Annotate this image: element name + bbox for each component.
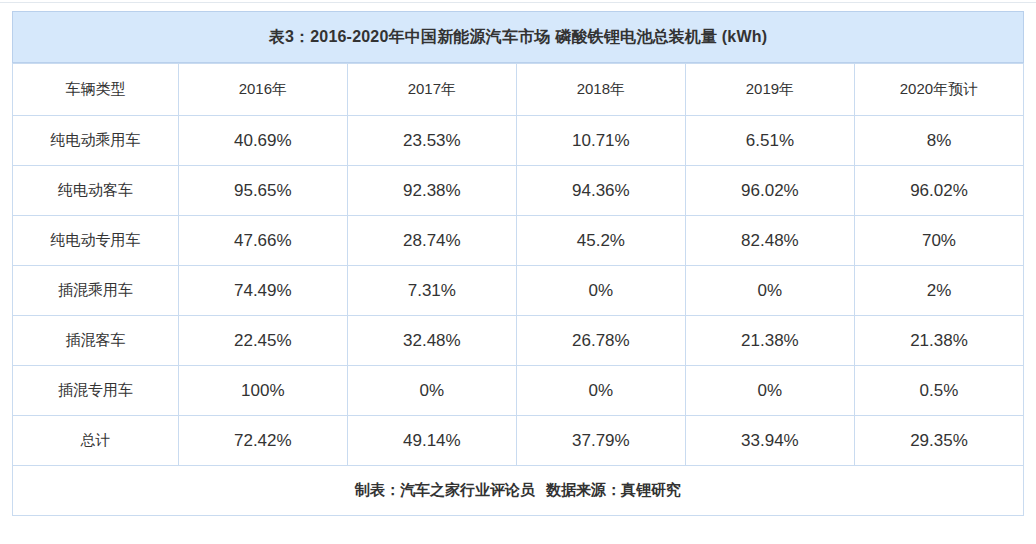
cell-value: 94.36%: [516, 166, 685, 216]
row-label: 纯电动乘用车: [13, 116, 179, 166]
table-row: 插混乘用车74.49%7.31%0%0%2%: [13, 266, 1024, 316]
cell-value: 45.2%: [516, 216, 685, 266]
row-label: 纯电动专用车: [13, 216, 179, 266]
col-header-2019年: 2019年: [685, 64, 854, 116]
cell-value: 0.5%: [854, 366, 1023, 416]
cell-value: 28.74%: [347, 216, 516, 266]
lfp-battery-share-table: 表3：2016-2020年中国新能源汽车市场 磷酸铁锂电池总装机量 (kWh) …: [12, 11, 1024, 516]
cell-value: 29.35%: [854, 416, 1023, 466]
table-row: 纯电动客车95.65%92.38%94.36%96.02%96.02%: [13, 166, 1024, 216]
footer-row: 制表：汽车之家行业评论员数据来源：真锂研究: [13, 466, 1024, 516]
header-row: 车辆类型2016年2017年2018年2019年2020年预计: [13, 64, 1024, 116]
cell-value: 40.69%: [178, 116, 347, 166]
col-header-2020年预计: 2020年预计: [854, 64, 1023, 116]
cell-value: 95.65%: [178, 166, 347, 216]
cell-value: 74.49%: [178, 266, 347, 316]
data-table: 车辆类型2016年2017年2018年2019年2020年预计 纯电动乘用车40…: [12, 63, 1024, 516]
col-header-2017年: 2017年: [347, 64, 516, 116]
cell-value: 0%: [516, 266, 685, 316]
cell-value: 70%: [854, 216, 1023, 266]
cell-value: 2%: [854, 266, 1023, 316]
cell-value: 47.66%: [178, 216, 347, 266]
cell-value: 0%: [685, 266, 854, 316]
cell-value: 32.48%: [347, 316, 516, 366]
table-row: 纯电动专用车47.66%28.74%45.2%82.48%70%: [13, 216, 1024, 266]
table-maker-text: 制表：汽车之家行业评论员: [355, 481, 535, 498]
cell-value: 22.45%: [178, 316, 347, 366]
cell-value: 0%: [685, 366, 854, 416]
row-label: 总计: [13, 416, 179, 466]
cell-value: 49.14%: [347, 416, 516, 466]
cell-value: 96.02%: [854, 166, 1023, 216]
table-title: 表3：2016-2020年中国新能源汽车市场 磷酸铁锂电池总装机量 (kWh): [12, 11, 1024, 63]
page-top-divider: [0, 2, 1036, 3]
cell-value: 37.79%: [516, 416, 685, 466]
cell-value: 6.51%: [685, 116, 854, 166]
cell-value: 33.94%: [685, 416, 854, 466]
table-row: 总计72.42%49.14%37.79%33.94%29.35%: [13, 416, 1024, 466]
cell-value: 82.48%: [685, 216, 854, 266]
col-header-2018年: 2018年: [516, 64, 685, 116]
cell-value: 96.02%: [685, 166, 854, 216]
table-footnote: 制表：汽车之家行业评论员数据来源：真锂研究: [13, 466, 1024, 516]
table-row: 插混客车22.45%32.48%26.78%21.38%21.38%: [13, 316, 1024, 366]
col-header-2016年: 2016年: [178, 64, 347, 116]
row-label: 纯电动客车: [13, 166, 179, 216]
cell-value: 0%: [516, 366, 685, 416]
cell-value: 92.38%: [347, 166, 516, 216]
row-label: 插混客车: [13, 316, 179, 366]
cell-value: 23.53%: [347, 116, 516, 166]
row-label: 插混乘用车: [13, 266, 179, 316]
table-row: 纯电动乘用车40.69%23.53%10.71%6.51%8%: [13, 116, 1024, 166]
cell-value: 8%: [854, 116, 1023, 166]
cell-value: 72.42%: [178, 416, 347, 466]
row-label: 插混专用车: [13, 366, 179, 416]
cell-value: 10.71%: [516, 116, 685, 166]
cell-value: 26.78%: [516, 316, 685, 366]
cell-value: 21.38%: [854, 316, 1023, 366]
cell-value: 0%: [347, 366, 516, 416]
table-row: 插混专用车100%0%0%0%0.5%: [13, 366, 1024, 416]
data-source-text: 数据来源：真锂研究: [546, 481, 681, 498]
cell-value: 21.38%: [685, 316, 854, 366]
cell-value: 100%: [178, 366, 347, 416]
col-header-vehicle-type: 车辆类型: [13, 64, 179, 116]
cell-value: 7.31%: [347, 266, 516, 316]
